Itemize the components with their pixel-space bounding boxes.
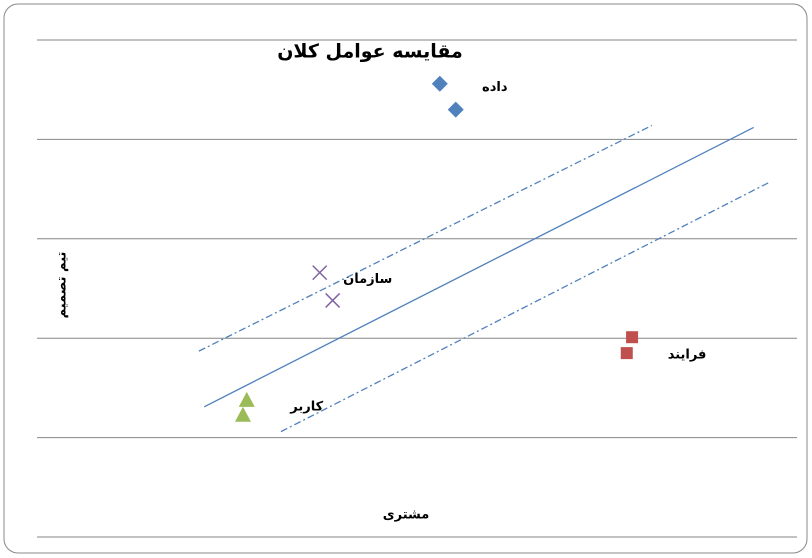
point-label: فرایند <box>668 348 707 363</box>
point <box>621 347 633 359</box>
point-label: داده <box>482 80 508 95</box>
chart: مقایسه عوامل کلان مشتری تیم تصمیم داده سا… <box>0 0 812 558</box>
chart-title: مقایسه عوامل کلان <box>277 41 463 63</box>
x-axis-label: مشتری <box>383 508 430 523</box>
y-axis-label: تیم تصمیم <box>55 252 70 319</box>
chart-frame <box>4 4 807 553</box>
point-label: کاربر <box>289 399 323 414</box>
point <box>626 331 638 343</box>
point-label: سازمان <box>343 272 392 287</box>
